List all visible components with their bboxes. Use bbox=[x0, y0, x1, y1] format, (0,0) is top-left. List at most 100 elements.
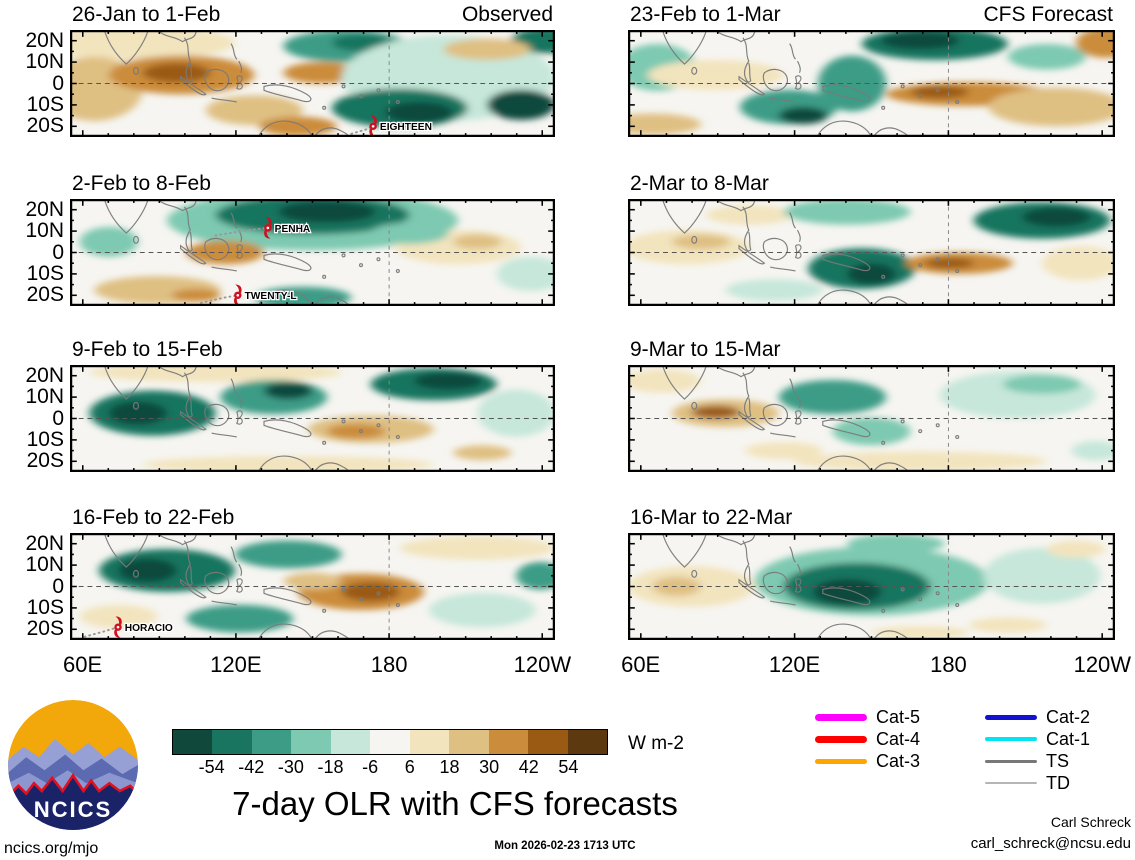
colorbar-segment bbox=[212, 730, 252, 754]
olr-map-canvas bbox=[628, 365, 1115, 472]
colorbar-segment bbox=[567, 730, 607, 754]
olr-map-panel: PENHA TWENTY-L bbox=[70, 199, 555, 306]
legend-item-cat-4: Cat-4 bbox=[815, 729, 920, 749]
legend-label: Cat-2 bbox=[1046, 707, 1091, 727]
legend-item-td: TD bbox=[985, 773, 1070, 793]
lat-tick-label: 10S bbox=[26, 427, 64, 451]
legend-item-cat-1: Cat-1 bbox=[985, 729, 1090, 749]
lat-tick-label: 10N bbox=[25, 553, 64, 577]
lon-tick-label: 60E bbox=[621, 652, 661, 677]
lat-tick-label: 20N bbox=[25, 197, 64, 221]
svg-text:EIGHTEEN: EIGHTEEN bbox=[380, 122, 432, 133]
olr-map-canvas bbox=[628, 30, 1115, 137]
lon-tick-label: 180 bbox=[930, 652, 967, 677]
svg-text:HORACIO: HORACIO bbox=[125, 623, 173, 634]
legend-line bbox=[985, 737, 1037, 741]
svg-text:TWENTY-L: TWENTY-L bbox=[245, 291, 297, 302]
panel-source-label: Observed bbox=[461, 3, 553, 26]
olr-map-panel bbox=[628, 533, 1115, 640]
colorbar-tick-label: 6 bbox=[404, 757, 415, 777]
lon-tick-label: 120W bbox=[513, 652, 572, 677]
olr-map-canvas bbox=[70, 365, 555, 472]
credit-name: Carl Schreck bbox=[1050, 814, 1131, 830]
olr-map-canvas: PENHA TWENTY-L bbox=[70, 199, 555, 306]
olr-map-panel: EIGHTEEN bbox=[70, 30, 555, 137]
legend-line bbox=[815, 735, 867, 743]
issue-timestamp: Mon 2026-02-23 1713 UTC bbox=[494, 840, 636, 852]
colorbar-segment bbox=[173, 730, 213, 754]
credit-email: carl_schreck@ncsu.edu bbox=[970, 835, 1131, 852]
ncics-logo-text: NCICS bbox=[34, 797, 112, 822]
colorbar-tick-label: -54 bbox=[198, 757, 225, 777]
panel-period-label: 16-Feb to 22-Feb bbox=[72, 506, 235, 529]
colorbar bbox=[172, 729, 608, 755]
olr-map-panel bbox=[628, 199, 1115, 306]
legend-line bbox=[815, 713, 867, 721]
panel-period-label: 23-Feb to 1-Mar bbox=[630, 3, 781, 26]
legend-line bbox=[985, 759, 1037, 763]
colorbar-segment bbox=[528, 730, 568, 754]
panel-period-label: 9-Mar to 15-Mar bbox=[630, 338, 781, 361]
ncics-logo: NCICS bbox=[8, 700, 138, 830]
lat-tick-label: 0 bbox=[52, 71, 64, 95]
legend-label: Cat-5 bbox=[876, 707, 921, 727]
colorbar-tick-label: 42 bbox=[518, 757, 539, 777]
lat-tick-label: 10S bbox=[26, 261, 64, 285]
legend-label: TS bbox=[1046, 751, 1070, 771]
lat-tick-label: 20S bbox=[26, 449, 64, 473]
legend-label: Cat-4 bbox=[876, 729, 921, 749]
lat-tick-label: 20S bbox=[26, 114, 64, 138]
colorbar-units-label: W m-2 bbox=[628, 733, 684, 754]
legend-line bbox=[815, 758, 867, 764]
panel-period-label: 26-Jan to 1-Feb bbox=[72, 3, 221, 26]
legend-label: TD bbox=[1046, 773, 1070, 793]
colorbar-segment bbox=[488, 730, 529, 754]
lat-tick-label: 10N bbox=[25, 219, 64, 243]
figure-title: 7-day OLR with CFS forecasts bbox=[232, 785, 678, 822]
svg-text:PENHA: PENHA bbox=[275, 224, 311, 235]
lat-tick-label: 20S bbox=[26, 617, 64, 641]
lon-tick-label: 120E bbox=[768, 652, 821, 677]
lat-tick-label: 20S bbox=[26, 283, 64, 307]
colorbar-tick-label: -42 bbox=[238, 757, 265, 777]
colorbar-segment bbox=[251, 730, 292, 754]
legend-label: Cat-1 bbox=[1046, 729, 1091, 749]
site-url: ncics.org/mjo bbox=[4, 840, 99, 857]
panel-source-label: CFS Forecast bbox=[983, 3, 1113, 26]
legend-label: Cat-3 bbox=[876, 751, 921, 771]
lat-tick-label: 0 bbox=[52, 574, 64, 598]
lat-tick-label: 20N bbox=[25, 363, 64, 387]
lon-tick-label: 60E bbox=[63, 652, 103, 677]
panel-period-label: 2-Mar to 8-Mar bbox=[630, 172, 769, 195]
panel-period-label: 9-Feb to 15-Feb bbox=[72, 338, 223, 361]
legend-item-cat-5: Cat-5 bbox=[815, 707, 920, 727]
lat-tick-label: 20N bbox=[25, 28, 64, 52]
lon-tick-label: 120W bbox=[1073, 652, 1132, 677]
colorbar-tick-label: -30 bbox=[277, 757, 304, 777]
colorbar-segment bbox=[370, 730, 410, 754]
lat-tick-label: 10S bbox=[26, 92, 64, 116]
colorbar-tick-label: 30 bbox=[479, 757, 500, 777]
lat-tick-label: 0 bbox=[52, 240, 64, 264]
colorbar-segment bbox=[409, 730, 450, 754]
legend-item-cat-2: Cat-2 bbox=[985, 707, 1090, 727]
colorbar-segment bbox=[291, 730, 331, 754]
lat-tick-label: 10N bbox=[25, 50, 64, 74]
ncics-logo-art: NCICS bbox=[8, 700, 138, 830]
olr-map-panel bbox=[70, 365, 555, 472]
colorbar-tick-label: 54 bbox=[558, 757, 579, 777]
panel-period-label: 16-Mar to 22-Mar bbox=[630, 506, 793, 529]
olr-map-panel: HORACIO bbox=[70, 533, 555, 640]
lon-tick-label: 180 bbox=[370, 652, 408, 677]
olr-map-canvas bbox=[628, 199, 1115, 306]
olr-map-canvas: EIGHTEEN bbox=[70, 30, 555, 137]
colorbar-tick-label: -18 bbox=[317, 757, 344, 777]
lat-tick-label: 0 bbox=[52, 406, 64, 430]
colorbar-segment bbox=[449, 730, 489, 754]
colorbar-tick-label: 18 bbox=[439, 757, 460, 777]
lon-tick-label: 120E bbox=[210, 652, 262, 677]
colorbar-segment bbox=[330, 730, 371, 754]
legend-line bbox=[985, 714, 1037, 720]
lat-tick-label: 20N bbox=[25, 531, 64, 555]
